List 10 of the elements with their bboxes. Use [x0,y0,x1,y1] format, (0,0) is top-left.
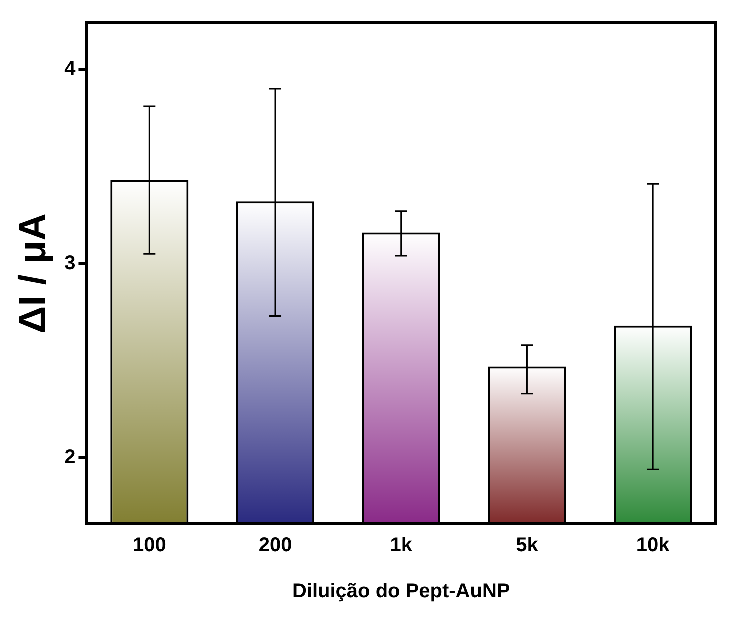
x-tick-label: 100 [132,534,166,557]
x-tick-label: 200 [258,534,292,557]
y-tick-label: 4 [64,58,77,80]
y-axis-title: ΔI / μA [12,213,54,334]
x-tick-label: 10k [636,534,671,557]
x-tick-label: 5k [516,534,540,557]
y-tick-label: 2 [64,446,76,468]
y-tick-label: 3 [64,252,76,274]
x-tick-label: 1k [390,534,414,557]
x-axis-title: Diluição do Pept-AuNP [292,580,510,603]
